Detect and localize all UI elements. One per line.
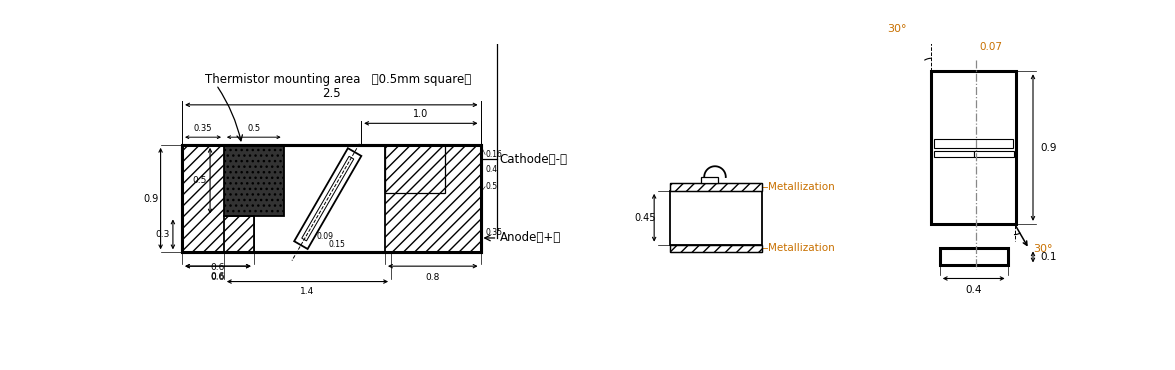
Text: 30°: 30° [887,24,907,34]
Bar [934,139,1013,148]
Bar [182,145,481,252]
Text: Anode（+）: Anode（+） [499,232,560,245]
Text: 0.4: 0.4 [966,285,982,295]
Bar [385,145,444,193]
Bar [940,248,1008,265]
Text: 0.45: 0.45 [634,213,656,223]
Text: 0.9: 0.9 [143,194,159,204]
Bar [385,145,481,252]
Bar [670,183,761,191]
Text: 0.8: 0.8 [425,273,439,282]
Bar [670,183,761,191]
Text: 0.5: 0.5 [486,182,498,191]
Bar [701,177,718,183]
Bar [974,151,1014,157]
Text: 1.0: 1.0 [414,110,429,120]
Text: 0.35: 0.35 [194,124,213,133]
Text: 0.35: 0.35 [486,228,503,236]
Bar [932,71,1016,224]
Text: 0.5: 0.5 [193,176,207,185]
Polygon shape [302,156,354,241]
Text: 0.09: 0.09 [317,232,334,241]
Text: 1.4: 1.4 [301,287,315,296]
Polygon shape [294,148,362,249]
Text: 0.3: 0.3 [156,230,170,239]
Bar [385,145,481,252]
Text: Metallization: Metallization [768,182,835,192]
Text: 2.5: 2.5 [322,87,341,100]
Text: Metallization: Metallization [768,243,835,253]
Text: 0.16: 0.16 [486,150,503,159]
Text: Cathode（-）: Cathode（-） [499,153,568,166]
Text: Thermistor mounting area   （0.5mm square）: Thermistor mounting area （0.5mm square） [206,73,471,86]
Text: 0.6: 0.6 [210,273,226,282]
Bar [224,145,283,216]
Text: 0.6: 0.6 [210,263,226,272]
Text: 30°: 30° [1033,244,1053,254]
Text: 0.9: 0.9 [1041,142,1058,152]
Bar [934,151,974,157]
Bar [224,216,254,252]
Text: 0.5: 0.5 [247,124,261,133]
Bar [670,245,761,252]
Bar [670,191,761,245]
Bar [385,145,444,193]
Text: 0.4: 0.4 [486,165,498,174]
Text: 0.6: 0.6 [210,272,226,281]
Text: 0.15: 0.15 [329,240,345,249]
Text: 0.1: 0.1 [1041,252,1058,262]
Bar [670,245,761,252]
Bar [224,145,283,216]
Text: 0.35: 0.35 [234,188,243,205]
Bar [224,216,254,252]
Bar [182,145,481,252]
Bar [182,145,254,252]
Text: 0.07: 0.07 [979,42,1002,52]
Bar [182,145,254,252]
